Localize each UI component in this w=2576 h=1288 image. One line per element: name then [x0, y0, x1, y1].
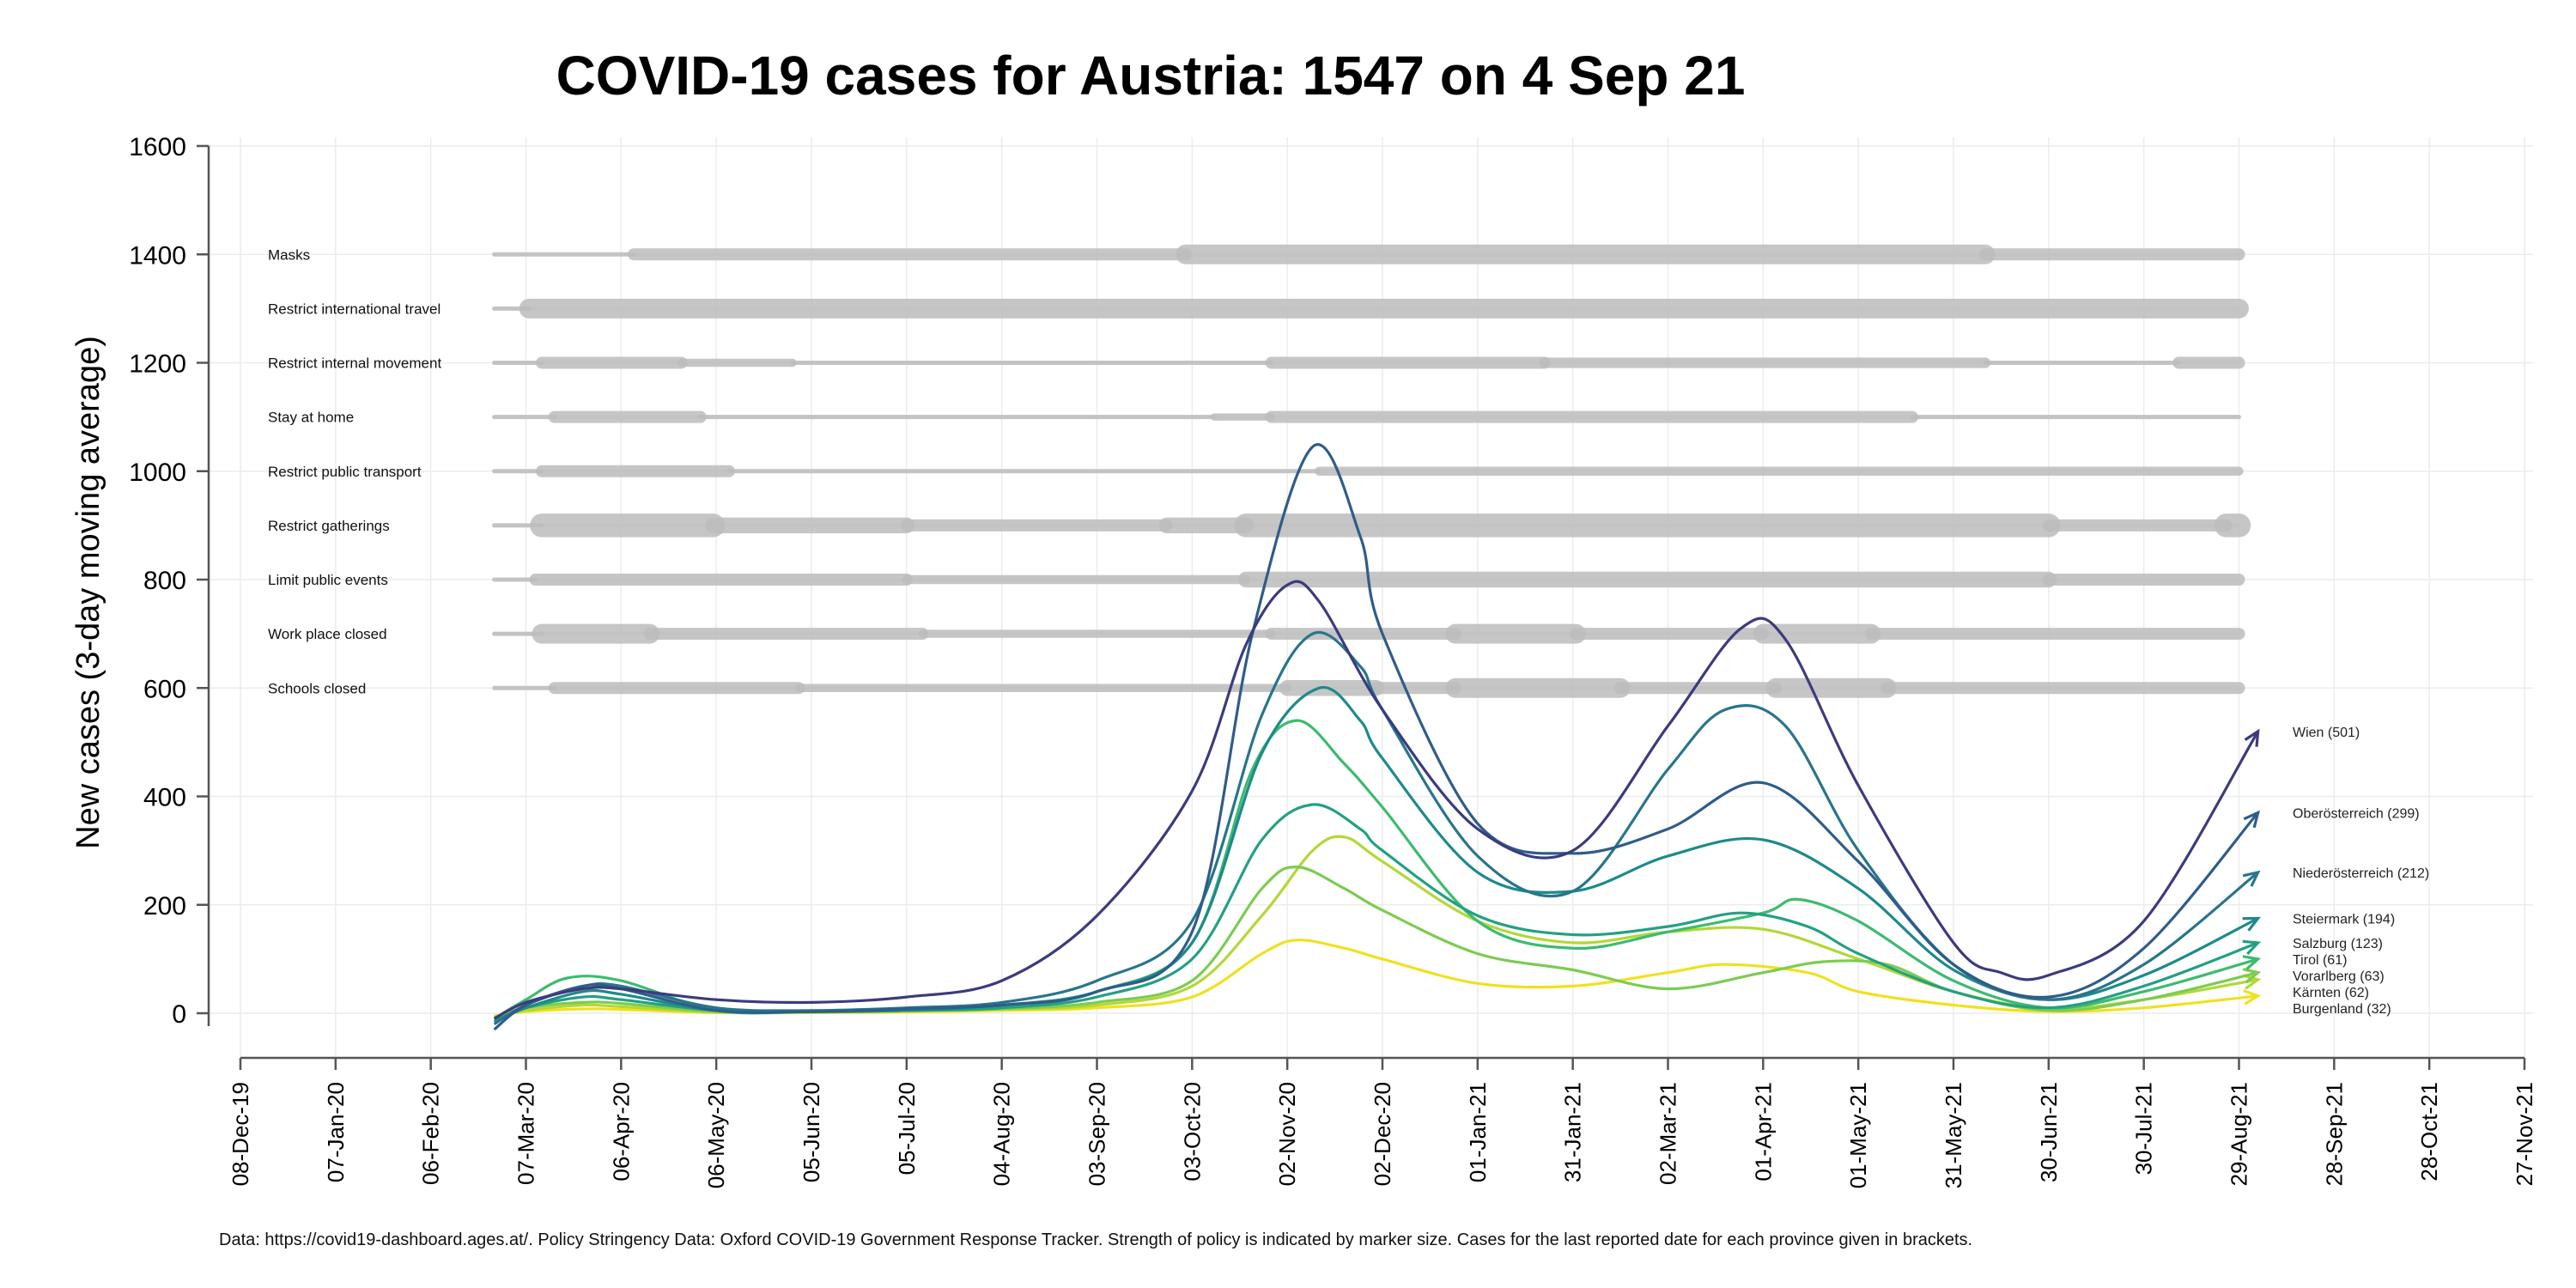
series-end-label: Vorarlberg (63): [2293, 969, 2385, 984]
series-line: [493, 580, 2260, 1020]
y-tick-label: 400: [143, 784, 186, 812]
series-end-label: Oberösterreich (299): [2293, 806, 2420, 821]
series-end-label: Steiermark (194): [2293, 913, 2395, 927]
x-tick-label: 31-May-21: [1941, 1082, 1966, 1188]
policy-label: Masks: [268, 246, 310, 263]
series-arrowhead: [2242, 955, 2262, 971]
y-axis-label: New cases (3-day moving average): [70, 336, 106, 849]
y-tick-label: 1200: [129, 350, 186, 379]
x-tick-label: 27-Nov-21: [2512, 1082, 2537, 1186]
x-tick-label: 30-Jun-21: [2036, 1082, 2062, 1182]
y-tick-label: 800: [143, 567, 186, 595]
policy-label: Schools closed: [268, 680, 366, 696]
series-end-label: Niederösterreich (212): [2293, 866, 2429, 881]
policy-label: Work place closed: [268, 626, 387, 642]
series-arrowhead: [2243, 989, 2262, 1005]
y-tick-label: 1000: [129, 459, 186, 487]
x-tick-label: 06-Feb-20: [418, 1082, 444, 1185]
x-tick-label: 07-Mar-20: [513, 1082, 539, 1185]
series-end-label: Tirol (61): [2293, 953, 2347, 968]
y-tick-label: 1400: [129, 241, 186, 270]
series-end-label: Burgenland (32): [2293, 1002, 2391, 1017]
series-arrowhead: [2242, 968, 2262, 984]
policy-label: Restrict international travel: [268, 301, 440, 317]
policy-label: Restrict public transport: [268, 464, 422, 480]
series-line: [493, 443, 2259, 1031]
x-tick-label: 28-Sep-21: [2321, 1082, 2347, 1186]
x-tick-label: 02-Dec-20: [1370, 1082, 1395, 1186]
x-tick-label: 01-Apr-21: [1750, 1082, 1776, 1182]
y-tick-label: 0: [172, 1000, 186, 1029]
x-tick-label: 03-Sep-20: [1084, 1082, 1110, 1186]
footnote: Data: https://covid19-dashboard.ages.at/…: [219, 1230, 1972, 1249]
x-tick-label: 28-Oct-21: [2416, 1082, 2442, 1182]
y-tick-label: 200: [143, 892, 186, 920]
x-tick-label: 08-Dec-19: [228, 1082, 253, 1186]
x-tick-label: 07-Jan-20: [323, 1082, 349, 1182]
chart-title: COVID-19 cases for Austria: 1547 on 4 Se…: [556, 45, 1746, 106]
policy-label: Restrict internal movement: [268, 355, 441, 372]
policy-label: Restrict gatherings: [268, 518, 390, 534]
series-arrowhead: [2243, 810, 2261, 829]
y-tick-label: 1600: [129, 133, 186, 161]
x-tick-label: 01-May-21: [1845, 1082, 1871, 1188]
x-tick-label: 05-Jun-20: [799, 1082, 824, 1182]
policy-label: Limit public events: [268, 572, 388, 588]
x-tick-label: 30-Jul-21: [2131, 1082, 2157, 1175]
x-tick-label: 31-Jan-21: [1560, 1082, 1586, 1182]
series-lines: Wien (501) Oberösterreich (299) Niederöste…: [493, 443, 2429, 1031]
series-arrowhead: [2242, 939, 2262, 956]
x-tick-label: 03-Oct-20: [1179, 1082, 1205, 1182]
series-end-label: Kärnten (62): [2293, 986, 2369, 1000]
axes: 0 200 400 600 800 1000 1200 1400 1600 08-Dec-19 07…: [129, 133, 2537, 1188]
series-end-label: Wien (501): [2293, 726, 2360, 740]
x-tick-label: 02-Nov-20: [1274, 1082, 1300, 1186]
x-tick-label: 04-Aug-20: [989, 1082, 1015, 1186]
series-arrowhead: [2242, 870, 2261, 887]
x-tick-label: 06-May-20: [703, 1082, 729, 1188]
x-tick-label: 02-Mar-21: [1656, 1082, 1681, 1185]
policy-label: Stay at home: [268, 410, 354, 426]
x-tick-label: 29-Aug-21: [2227, 1082, 2252, 1186]
x-tick-label: 06-Apr-20: [608, 1082, 634, 1182]
series-arrowhead: [2244, 728, 2260, 747]
series-arrowhead: [2242, 916, 2261, 932]
series-arrowhead: [2242, 974, 2262, 990]
series-end-label: Salzburg (123): [2293, 937, 2383, 951]
x-tick-label: 05-Jul-20: [894, 1082, 920, 1175]
policy-bands: Masks Restrict international travel Restri…: [268, 244, 2251, 698]
y-tick-label: 600: [143, 675, 186, 703]
x-tick-label: 01-Jan-21: [1465, 1082, 1491, 1182]
